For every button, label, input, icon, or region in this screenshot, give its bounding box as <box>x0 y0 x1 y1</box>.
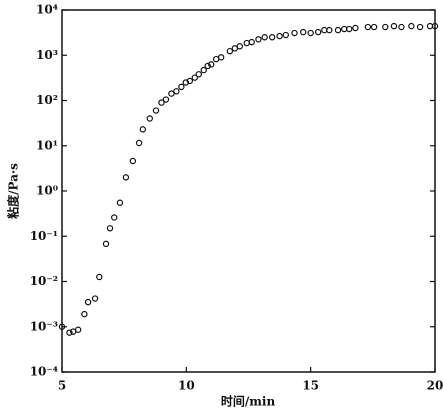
data-point <box>81 310 88 318</box>
data-point <box>334 26 342 34</box>
data-point <box>226 47 234 55</box>
data-point <box>236 43 243 50</box>
data-point <box>162 96 170 103</box>
data-point <box>168 90 175 97</box>
data-point <box>261 34 268 41</box>
data-point <box>173 88 180 95</box>
data-point <box>370 23 378 31</box>
data-point <box>204 62 211 70</box>
data-point <box>217 54 225 61</box>
data-point <box>135 139 143 147</box>
y-tick-label: 10⁻⁴ <box>30 365 58 379</box>
data-point <box>111 214 118 221</box>
data-point <box>382 23 389 31</box>
data-point <box>158 99 165 106</box>
data-point <box>307 29 314 37</box>
data-point <box>186 77 194 85</box>
data-point <box>178 83 185 91</box>
x-axis-label: 时间/min <box>221 394 276 409</box>
data-point <box>346 25 353 33</box>
data-point <box>276 32 283 40</box>
y-tick-label: 10⁻¹ <box>30 229 58 243</box>
x-tick-label: 5 <box>58 379 66 393</box>
data-point <box>66 329 73 336</box>
data-point <box>364 23 372 31</box>
data-point <box>431 22 439 30</box>
data-point <box>291 29 298 37</box>
data-point <box>74 326 82 333</box>
data-point <box>152 107 160 114</box>
x-tick-label: 20 <box>427 379 443 393</box>
data-point <box>102 240 110 248</box>
data-point <box>84 298 92 306</box>
data-point <box>122 174 130 181</box>
data-point <box>195 71 202 78</box>
y-tick-label: 10³ <box>36 48 58 62</box>
data-point <box>91 295 99 302</box>
data-point <box>129 157 137 165</box>
data-point <box>416 23 424 31</box>
x-tick-label: 10 <box>178 379 195 393</box>
x-tick-label: 15 <box>302 379 319 393</box>
data-point <box>200 66 207 74</box>
data-point <box>268 34 276 41</box>
data-point <box>248 38 255 46</box>
data-point <box>282 31 289 39</box>
y-tick-label: 10⁻³ <box>30 319 58 333</box>
data-point <box>243 39 250 47</box>
data-point <box>58 323 66 330</box>
plot-frame <box>61 9 436 373</box>
data-point <box>182 79 190 86</box>
data-point <box>106 225 114 232</box>
y-tick-label: 10⁻² <box>30 274 58 288</box>
data-point <box>191 74 198 81</box>
data-point <box>326 26 333 34</box>
data-point <box>207 61 215 68</box>
y-tick-label: 10¹ <box>36 138 58 152</box>
data-point <box>314 28 322 36</box>
data-point <box>139 126 147 133</box>
data-point <box>408 22 415 30</box>
y-tick-label: 10² <box>36 93 58 107</box>
data-point <box>300 28 307 36</box>
data-point <box>116 199 124 206</box>
data-point <box>255 36 262 43</box>
y-tick-label: 10⁴ <box>36 3 58 17</box>
y-tick-label: 10⁰ <box>36 184 58 198</box>
data-point <box>390 22 398 30</box>
data-point <box>398 23 405 31</box>
data-point <box>352 24 359 32</box>
data-point <box>146 115 153 122</box>
data-point <box>96 273 103 281</box>
y-axis-label: 粘度/Pa·s <box>6 163 21 219</box>
